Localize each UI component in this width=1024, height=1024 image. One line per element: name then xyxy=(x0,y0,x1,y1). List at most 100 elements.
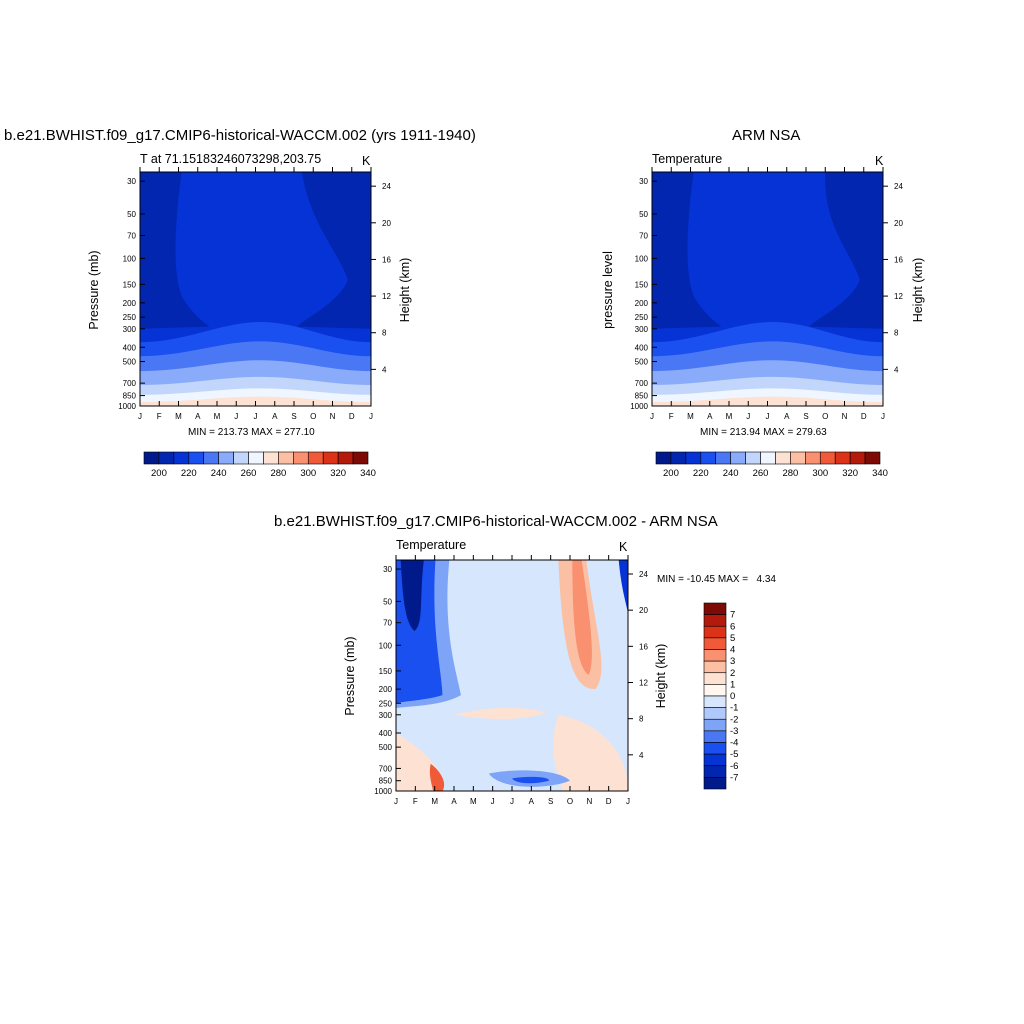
model-colorbar-cell xyxy=(307,451,324,465)
model-colorbar-cell xyxy=(337,451,354,465)
model-panel-units: K xyxy=(362,154,371,168)
diff-frame xyxy=(395,559,629,792)
obs-y-tick-label: 700 xyxy=(635,379,649,388)
model-x-tick-label: J xyxy=(369,412,373,421)
diff-panel-stats: MIN = -10.45 MAX = 4.34 xyxy=(657,574,776,585)
model-colorbar-cell xyxy=(233,451,249,465)
obs-colorbar-cell xyxy=(700,451,717,465)
model-colorbar-cell xyxy=(158,451,175,465)
diff-colorbar-label: -3 xyxy=(730,726,738,737)
model-x-tick-label: M xyxy=(175,412,182,421)
model-colorbar-cell xyxy=(218,451,234,465)
diff-contour-plot: 3050701001502002503004005007008501000481… xyxy=(374,555,738,806)
obs-y-tick-label: 70 xyxy=(639,231,648,240)
obs-x-tick-label: J xyxy=(881,412,885,421)
diff-height-tick-label: 20 xyxy=(639,606,648,615)
obs-x-tick-label: M xyxy=(687,412,694,421)
model-panel-stats: MIN = 213.73 MAX = 277.10 xyxy=(188,427,315,438)
model-y-tick-label: 400 xyxy=(123,343,137,352)
model-x-tick-label: A xyxy=(272,412,278,421)
obs-panel-title: ARM NSA xyxy=(732,127,801,144)
diff-x-tick-label: M xyxy=(470,797,477,806)
model-colorbar-label: 280 xyxy=(270,468,286,479)
diff-x-tick-label: J xyxy=(510,797,514,806)
diff-colorbar-cell xyxy=(703,718,727,732)
obs-x-tick-label: M xyxy=(726,412,733,421)
obs-colorbar-cell xyxy=(655,451,672,465)
model-colorbar-cell xyxy=(173,451,190,465)
diff-height-tick-label: 24 xyxy=(639,570,648,579)
diff-colorbar-cell xyxy=(703,742,727,755)
diff-colorbar-label: 2 xyxy=(730,668,735,679)
model-colorbar-cell xyxy=(143,451,160,465)
diff-y-tick-label: 700 xyxy=(379,764,393,773)
diff-height-tick-label: 12 xyxy=(639,678,648,687)
diff-colorbar-label: 6 xyxy=(730,621,735,632)
obs-height-tick-label: 24 xyxy=(894,182,903,191)
model-frame xyxy=(139,171,372,407)
model-colorbar-label: 340 xyxy=(360,468,376,479)
diff-y-tick-label: 150 xyxy=(379,667,393,676)
model-colorbar-cell xyxy=(352,451,369,465)
diff-colorbar-label: -1 xyxy=(730,703,738,714)
diff-x-tick-label: J xyxy=(394,797,398,806)
obs-colorbar-cell xyxy=(775,451,791,465)
model-height-tick-label: 24 xyxy=(382,182,391,191)
obs-panel-stats: MIN = 213.94 MAX = 279.63 xyxy=(700,427,827,438)
diff-colorbar-label: -2 xyxy=(730,714,738,725)
obs-frame xyxy=(651,171,884,407)
diff-colorbar-label: -5 xyxy=(730,749,738,760)
diff-colorbar-label: -4 xyxy=(730,738,738,749)
obs-colorbar-cell xyxy=(834,451,851,465)
obs-cold-region-left xyxy=(652,172,722,329)
obs-colorbar-cell xyxy=(745,451,761,465)
diff-negative-core xyxy=(400,560,424,632)
diff-y-tick-label: 400 xyxy=(379,729,393,738)
diff-height-tick-label: 4 xyxy=(639,751,644,760)
obs-height-tick-label: 4 xyxy=(894,365,899,374)
obs-height-tick-label: 20 xyxy=(894,219,903,228)
obs-x-tick-label: N xyxy=(842,412,848,421)
diff-x-tick-label: S xyxy=(548,797,553,806)
obs-y-tick-label: 50 xyxy=(639,210,648,219)
diff-x-tick-label: O xyxy=(567,797,573,806)
obs-cold-region-right xyxy=(809,172,883,329)
obs-colorbar-cell xyxy=(849,451,866,465)
obs-x-tick-label: J xyxy=(766,412,770,421)
obs-y-tick-label: 850 xyxy=(635,392,649,401)
diff-x-tick-label: D xyxy=(606,797,612,806)
obs-colorbar-cell xyxy=(790,451,806,465)
model-panel-variable-label: T at 71.15183246073298,203.75 xyxy=(140,152,322,166)
model-height-tick-label: 12 xyxy=(382,292,391,301)
model-cold-region-right xyxy=(297,172,371,329)
diff-x-tick-label: N xyxy=(586,797,592,806)
model-colorbar-cell xyxy=(188,451,205,465)
diff-x-tick-label: F xyxy=(413,797,418,806)
diff-y-tick-label: 500 xyxy=(379,743,393,752)
obs-colorbar-cell xyxy=(685,451,702,465)
diff-y-tick-label: 250 xyxy=(379,699,393,708)
model-colorbar-cell xyxy=(248,451,264,465)
diff-colorbar-label: 0 xyxy=(730,691,735,702)
diff-colorbar-label: 3 xyxy=(730,656,735,667)
diff-colorbar-label: 5 xyxy=(730,633,735,644)
diff-colorbar-label: 1 xyxy=(730,679,735,690)
model-x-tick-label: J xyxy=(254,412,258,421)
obs-colorbar-label: 320 xyxy=(842,468,858,479)
obs-colorbar-cell xyxy=(670,451,687,465)
model-x-tick-label: A xyxy=(195,412,201,421)
diff-y-tick-label: 200 xyxy=(379,685,393,694)
diff-panel-title: b.e21.BWHIST.f09_g17.CMIP6-historical-WA… xyxy=(274,513,718,530)
diff-colorbar-cell xyxy=(703,695,727,708)
diff-colorbar-cell xyxy=(703,777,727,790)
obs-x-tick-label: O xyxy=(822,412,828,421)
diff-y-tick-label: 850 xyxy=(379,777,393,786)
obs-colorbar-label: 260 xyxy=(753,468,769,479)
obs-x-tick-label: A xyxy=(784,412,790,421)
model-height-tick-label: 16 xyxy=(382,255,391,264)
model-colorbar-label: 200 xyxy=(151,468,167,479)
model-height-tick-label: 8 xyxy=(382,329,387,338)
model-height-tick-label: 4 xyxy=(382,365,387,374)
